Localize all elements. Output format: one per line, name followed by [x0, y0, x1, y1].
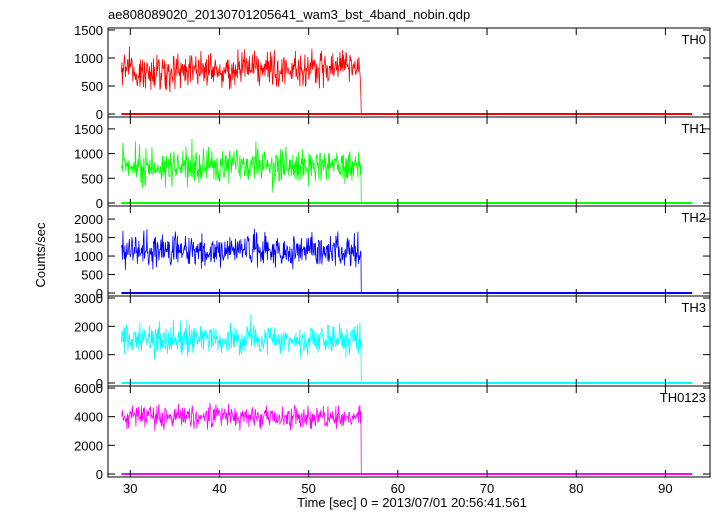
x-tick-label: 30: [123, 481, 137, 496]
y-tick-label: 500: [81, 268, 103, 283]
y-tick-label: 6000: [74, 381, 103, 396]
x-tick-label: 90: [658, 481, 672, 496]
lightcurve-th0: [121, 46, 693, 115]
y-tick-label: 3000: [74, 291, 103, 306]
x-tick-label: 80: [569, 481, 583, 496]
chart-title: ae808089020_20130701205641_wam3_bst_4ban…: [108, 7, 470, 22]
y-tick-label: 2000: [74, 319, 103, 334]
x-tick-label: 50: [301, 481, 315, 496]
y-tick-label: 1000: [74, 249, 103, 264]
series-label-th0123: TH0123: [660, 390, 706, 405]
y-tick-label: 1500: [74, 122, 103, 137]
lightcurve-th2: [121, 228, 693, 294]
panel-th0: 0 500 1000 1500 TH0: [74, 23, 711, 122]
y-tick-label: 1500: [74, 23, 103, 38]
x-tick-label: 40: [212, 481, 226, 496]
series-label-th1: TH1: [681, 121, 706, 136]
y-tick-label: 4000: [74, 410, 103, 425]
lightcurve-th0123: [121, 402, 693, 475]
series-label-th2: TH2: [681, 210, 706, 225]
y-tick-label: 500: [81, 171, 103, 186]
y-tick-label: 0: [96, 107, 103, 122]
series-label-th3: TH3: [681, 300, 706, 315]
x-tick-label: 70: [480, 481, 494, 496]
y-tick-label: 1000: [74, 147, 103, 162]
y-tick-label: 500: [81, 79, 103, 94]
panel-th1: 0 500 1000 1500 TH1: [74, 116, 711, 211]
lightcurve-th3: [121, 313, 693, 384]
y-tick-label: 0: [96, 286, 103, 301]
y-tick-label: 1000: [74, 51, 103, 66]
y-axis-label: Counts/sec: [33, 222, 48, 288]
lightcurve-th1: [121, 138, 693, 204]
y-tick-label: 0: [96, 376, 103, 391]
panel-frame: [107, 116, 711, 207]
panel-th2: 0 500 1000 1500 2000 TH2: [74, 205, 711, 301]
x-tick-label: 60: [391, 481, 405, 496]
panel-th0123: 0 2000 4000 6000 TH0123: [74, 381, 711, 482]
y-tick-label: 1500: [74, 231, 103, 246]
series-label-th0: TH0: [681, 32, 706, 47]
y-tick-label: 0: [96, 196, 103, 211]
x-axis-label: Time [sec] 0 = 2013/07/01 20:56:41.561: [297, 495, 527, 510]
y-tick-label: 2000: [74, 438, 103, 453]
panel-frame: [107, 385, 711, 478]
y-tick-label: 0: [96, 467, 103, 482]
panel-th3: 0 1000 2000 3000 TH3: [74, 291, 711, 391]
y-tick-label: 1000: [74, 348, 103, 363]
y-tick-label: 2000: [74, 212, 103, 227]
